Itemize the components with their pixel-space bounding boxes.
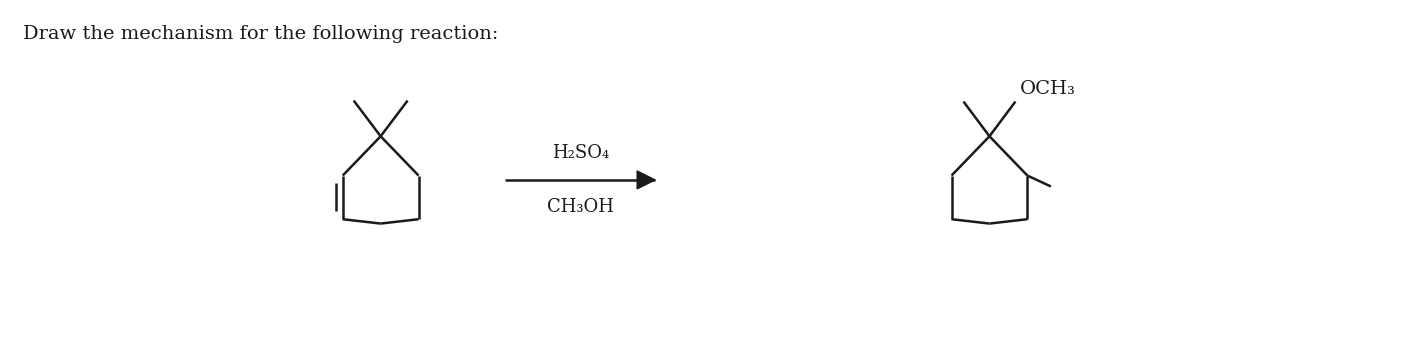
Text: H₂SO₄: H₂SO₄ [552,144,609,162]
Text: Draw the mechanism for the following reaction:: Draw the mechanism for the following rea… [23,25,498,43]
Text: CH₃OH: CH₃OH [547,198,614,216]
Text: OCH₃: OCH₃ [1020,80,1075,97]
Polygon shape [637,171,656,189]
